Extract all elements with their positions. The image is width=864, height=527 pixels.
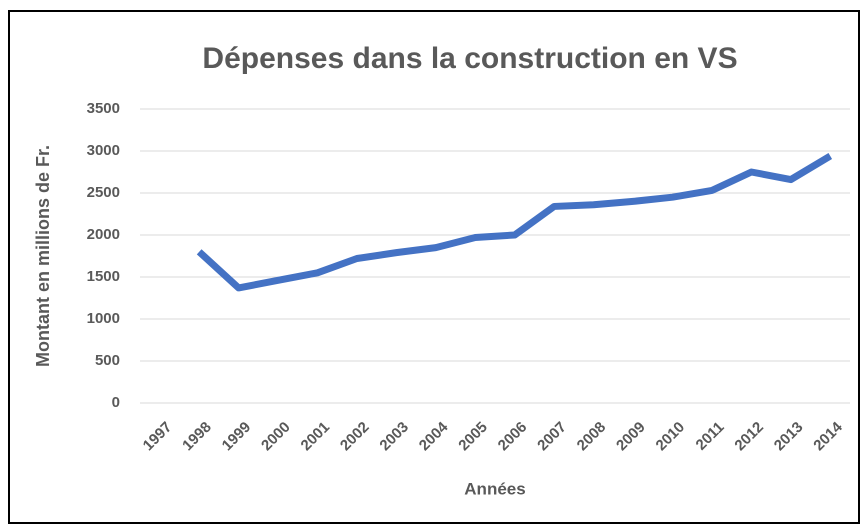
x-axis-label: Années (464, 479, 525, 498)
chart-title: Dépenses dans la construction en VS (202, 42, 737, 75)
y-tick-label: 2000 (87, 226, 120, 243)
y-tick-label: 3000 (87, 142, 120, 159)
y-tick-label: 3500 (87, 100, 120, 117)
y-tick-label: 2500 (87, 184, 120, 201)
data-line (196, 153, 833, 292)
chart-frame (8, 10, 860, 524)
y-tick-label: 0 (112, 394, 120, 411)
y-tick-label: 1000 (87, 310, 120, 327)
y-tick-label: 1500 (87, 268, 120, 285)
y-axis-label: Montant en millions de Fr. (33, 145, 53, 367)
y-tick-label: 500 (95, 352, 120, 369)
